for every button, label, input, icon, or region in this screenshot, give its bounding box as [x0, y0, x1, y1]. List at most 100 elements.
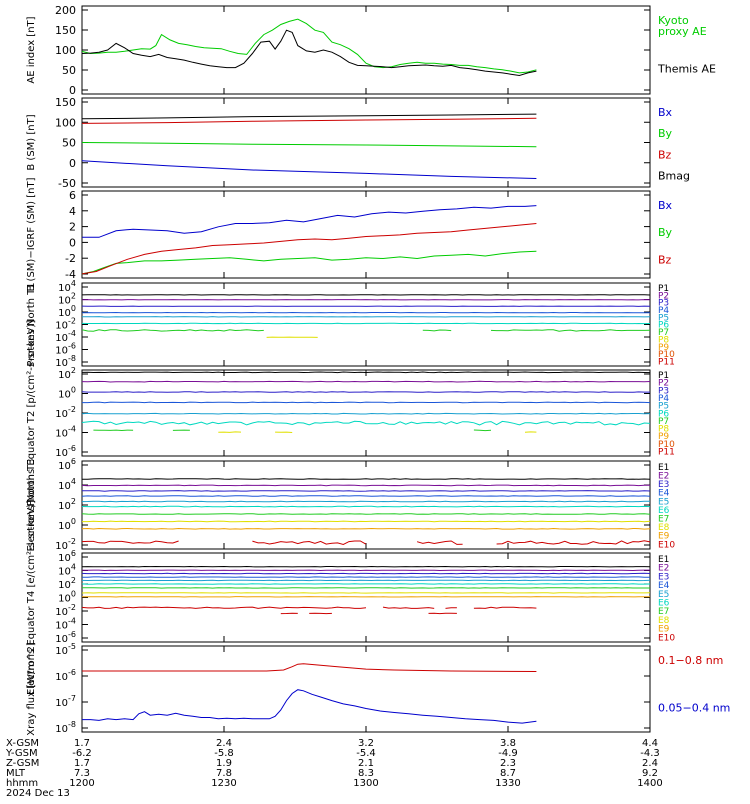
panel-frame [82, 191, 650, 278]
y-tick-label: 4 [69, 205, 76, 218]
legend-label: By [658, 127, 673, 140]
series-e10 [252, 541, 366, 545]
y-tick-label: 50 [62, 137, 76, 150]
legend-label: Bx [658, 199, 673, 212]
series-e10 [417, 541, 463, 544]
series-p7 [82, 330, 264, 332]
series-bx [82, 206, 536, 238]
legend-label: Themis AE [657, 62, 716, 75]
series-e3 [82, 491, 650, 492]
series-0-1-0-8-nm [82, 664, 536, 672]
series-p3 [82, 392, 650, 393]
y-tick-label: 10-2 [55, 405, 76, 420]
y-tick-label: 150 [55, 24, 76, 37]
y-tick-label: 6 [69, 189, 76, 202]
series-p2 [82, 381, 650, 382]
y-axis-label: Xray flux [W/m^2] [26, 642, 37, 736]
legend-label: Bmag [658, 170, 690, 183]
series-bz [82, 224, 536, 274]
series-e10 [383, 607, 434, 608]
series-group [82, 372, 650, 433]
y-axis-label: B (SM) [nT] [26, 114, 37, 170]
x-tick-label: 1330 [495, 778, 520, 789]
panel-frame [82, 370, 650, 456]
series-p8 [218, 432, 241, 433]
y-tick-label: 100 [58, 386, 76, 401]
series-group [82, 664, 536, 723]
series-group [82, 567, 650, 614]
series-e6 [82, 506, 650, 507]
legend-label: 0.1−0.8 nm [658, 654, 723, 667]
series-group [82, 295, 650, 338]
series-e1 [82, 479, 650, 480]
series-e10 [474, 607, 537, 608]
series-p7 [491, 330, 650, 332]
y-tick-label: 100 [55, 116, 76, 129]
x-tick-label: 1400 [637, 778, 662, 789]
y-tick-label: 100 [55, 44, 76, 57]
y-tick-label: 106 [58, 457, 76, 472]
legend-label: P11 [658, 447, 675, 457]
y-axis-label: AE index [nT] [26, 16, 37, 83]
series-p5 [82, 413, 650, 414]
series-e10 [497, 541, 650, 544]
y-tick-label: 10-4 [55, 425, 76, 440]
legend-label: proxy AE [658, 25, 707, 38]
legend-label: Bx [658, 106, 673, 119]
series-p4 [82, 402, 650, 403]
series-group [82, 114, 536, 178]
series-p1 [82, 372, 650, 373]
y-tick-label: 150 [55, 96, 76, 109]
series-0-05-0-4-nm [82, 690, 536, 723]
y-tick-label: 10-6 [55, 668, 76, 683]
series-kyoto-proxy-ae [82, 19, 536, 73]
series-e10 [82, 607, 366, 608]
series-bz [82, 118, 536, 123]
series-group [82, 479, 650, 545]
y-tick-label: 10-7 [55, 694, 76, 709]
y-tick-label: 2 [69, 221, 76, 234]
series-group [82, 206, 536, 274]
panel-frame [82, 283, 650, 366]
y-tick-label: 50 [62, 64, 76, 77]
legend-label: P11 [658, 358, 675, 368]
series-e2 [82, 485, 650, 486]
y-tick-label: 104 [58, 477, 76, 492]
series-e9 [82, 529, 650, 530]
series-bmag [82, 114, 536, 119]
x-tick-label: 1230 [211, 778, 236, 789]
series-e10 [446, 608, 457, 609]
panel-frame [82, 461, 650, 549]
legend-label: By [658, 226, 673, 239]
series-group [82, 19, 536, 75]
legend-label: E10 [658, 540, 675, 550]
legend-label: E10 [658, 633, 675, 643]
series-e7 [82, 514, 650, 515]
series-themis-ae [82, 30, 536, 75]
panel-frame [82, 646, 650, 732]
y-tick-label: 102 [58, 497, 76, 512]
y-tick-label: 200 [55, 4, 76, 17]
y-tick-label: 10-8 [55, 720, 76, 735]
series-by [82, 143, 536, 147]
series-e5 [82, 501, 650, 502]
series-e4 [82, 496, 650, 497]
y-axis-label: B (SM)−IGRF (SM) [nT] [26, 177, 37, 291]
series-p7 [423, 330, 451, 331]
date-label: 2024 Dec 13 [6, 788, 70, 799]
series-bx [82, 161, 536, 179]
series-by [82, 251, 536, 274]
legend-label: 0.05−0.4 nm [658, 701, 730, 714]
legend-label: Bz [658, 253, 672, 266]
legend-label: Bz [658, 148, 672, 161]
panel-frame [82, 6, 650, 94]
